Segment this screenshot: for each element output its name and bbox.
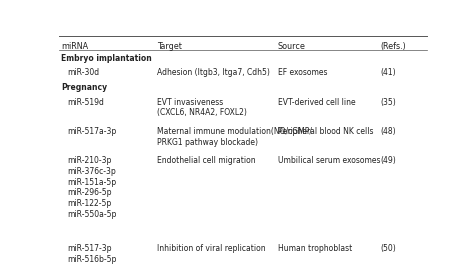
Text: Adhesion (Itgb3, Itga7, Cdh5): Adhesion (Itgb3, Itga7, Cdh5) — [156, 68, 270, 77]
Text: miRNA: miRNA — [61, 42, 88, 51]
Text: EF exosomes: EF exosomes — [278, 68, 328, 77]
Text: Source: Source — [278, 42, 306, 51]
Text: EVT invasiveness
(CXCL6, NR4A2, FOXL2): EVT invasiveness (CXCL6, NR4A2, FOXL2) — [156, 97, 246, 117]
Text: Maternal immune modulation(NO/cGMP/
PRKG1 pathway blockade): Maternal immune modulation(NO/cGMP/ PRKG… — [156, 127, 311, 147]
Text: miR-30d: miR-30d — [68, 68, 100, 77]
Text: EVT-derived cell line: EVT-derived cell line — [278, 97, 356, 107]
Text: Endothelial cell migration: Endothelial cell migration — [156, 156, 255, 165]
Text: miR-517a-3p: miR-517a-3p — [68, 127, 117, 136]
Text: (Refs.): (Refs.) — [381, 42, 406, 51]
Text: Inhibition of viral replication: Inhibition of viral replication — [156, 244, 265, 253]
Text: (49): (49) — [381, 156, 396, 165]
Text: Pregnancy: Pregnancy — [61, 83, 107, 92]
Text: (50): (50) — [381, 244, 396, 253]
Text: Human trophoblast: Human trophoblast — [278, 244, 352, 253]
Text: Peripheral blood NK cells: Peripheral blood NK cells — [278, 127, 374, 136]
Text: miR-519d: miR-519d — [68, 97, 105, 107]
Text: (35): (35) — [381, 97, 396, 107]
Text: Embryo implantation: Embryo implantation — [61, 54, 152, 63]
Text: (41): (41) — [381, 68, 396, 77]
Text: miR-517-3p
miR-516b-5p
miR-512-3p: miR-517-3p miR-516b-5p miR-512-3p — [68, 244, 117, 264]
Text: Target: Target — [156, 42, 182, 51]
Text: miR-210-3p
miR-376c-3p
miR-151a-5p
miR-296-5p
miR-122-5p
miR-550a-5p: miR-210-3p miR-376c-3p miR-151a-5p miR-2… — [68, 156, 117, 219]
Text: (48): (48) — [381, 127, 396, 136]
Text: Umbilical serum exosomes: Umbilical serum exosomes — [278, 156, 380, 165]
